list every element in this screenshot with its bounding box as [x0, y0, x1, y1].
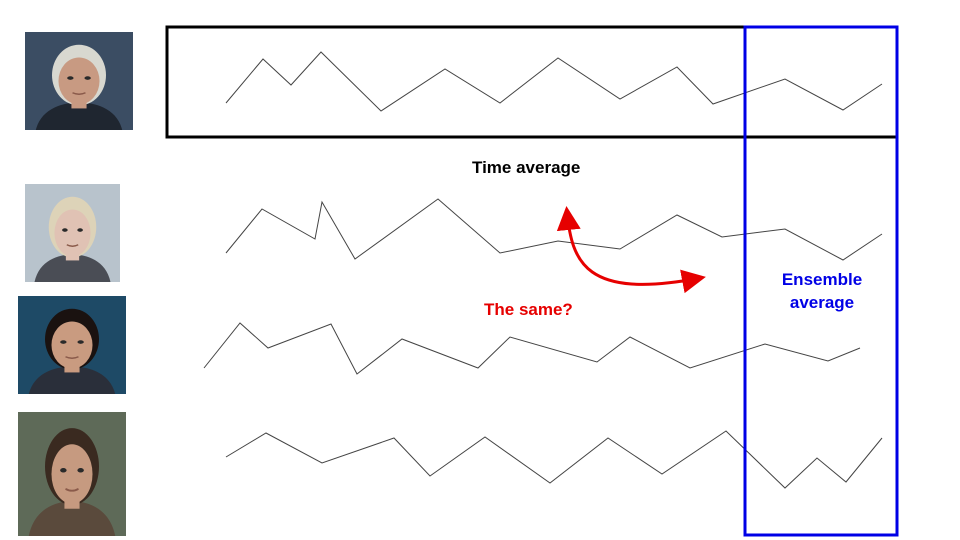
portrait-young-man	[18, 412, 126, 536]
portrait-white-haired-man	[25, 32, 133, 130]
trace-2	[225, 198, 883, 261]
portrait-young-man-image	[18, 412, 126, 536]
ensemble-average-label: Ensemble average	[768, 268, 876, 314]
question-label: The same?	[484, 300, 573, 319]
ensemble-average-label-line1: Ensemble	[781, 270, 863, 289]
trace-3	[203, 322, 861, 375]
comparison-arrow	[556, 206, 706, 294]
ensemble-average-label-line2: average	[789, 293, 855, 312]
ensemble-average-box	[743, 25, 899, 537]
portrait-blonde-girl-image	[25, 184, 120, 282]
trace-1	[225, 51, 883, 112]
time-average-label: Time average	[472, 158, 581, 177]
trace-4	[225, 430, 883, 489]
portrait-dark-haired-woman-image	[18, 296, 126, 394]
portrait-dark-haired-woman	[18, 296, 126, 394]
time-average-box	[165, 25, 899, 139]
portrait-white-haired-man-image	[25, 32, 133, 130]
portrait-blonde-girl	[25, 184, 120, 282]
